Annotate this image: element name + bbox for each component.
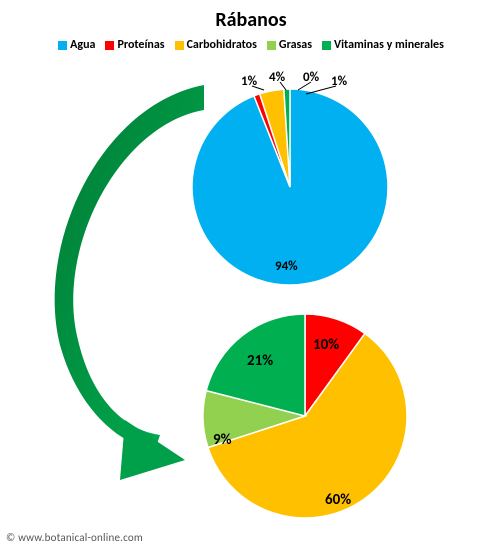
- legend-swatch-grasas: [267, 41, 276, 50]
- legend-item: Proteínas: [105, 38, 164, 52]
- legend-label: Grasas: [279, 38, 312, 52]
- slice-label: 21%: [247, 352, 273, 370]
- arrow-icon: [55, 85, 204, 480]
- legend-swatch-agua: [58, 41, 67, 50]
- legend-swatch-vitaminas: [322, 41, 331, 50]
- slice-label: 9%: [213, 431, 232, 449]
- legend-label: Carbohidratos: [187, 38, 257, 52]
- legend-label: Agua: [70, 38, 95, 52]
- slice-label: 4%: [269, 70, 285, 85]
- legend-label: Vitaminas y minerales: [334, 38, 444, 52]
- slice-label: 0%: [303, 70, 319, 85]
- pie-chart-composition: [192, 82, 388, 285]
- chart-title: Rábanos: [0, 8, 502, 32]
- slice-label: 94%: [275, 259, 298, 274]
- legend-item: Agua: [58, 38, 95, 52]
- slice-label: 1%: [331, 74, 347, 89]
- legend: Agua Proteínas Carbohidratos Grasas Vita…: [0, 38, 502, 52]
- legend-swatch-carbohidratos: [175, 41, 184, 50]
- legend-item: Vitaminas y minerales: [322, 38, 444, 52]
- legend-label: Proteínas: [117, 38, 164, 52]
- slice-label: 10%: [313, 336, 339, 354]
- legend-item: Grasas: [267, 38, 312, 52]
- slice-label: 60%: [325, 491, 351, 509]
- footer-credit: © www.botanical-online.com: [6, 531, 143, 544]
- pie-chart-breakdown: [203, 314, 407, 518]
- legend-item: Carbohidratos: [175, 38, 257, 52]
- legend-swatch-proteinas: [105, 41, 114, 50]
- slice-label: 1%: [241, 74, 257, 89]
